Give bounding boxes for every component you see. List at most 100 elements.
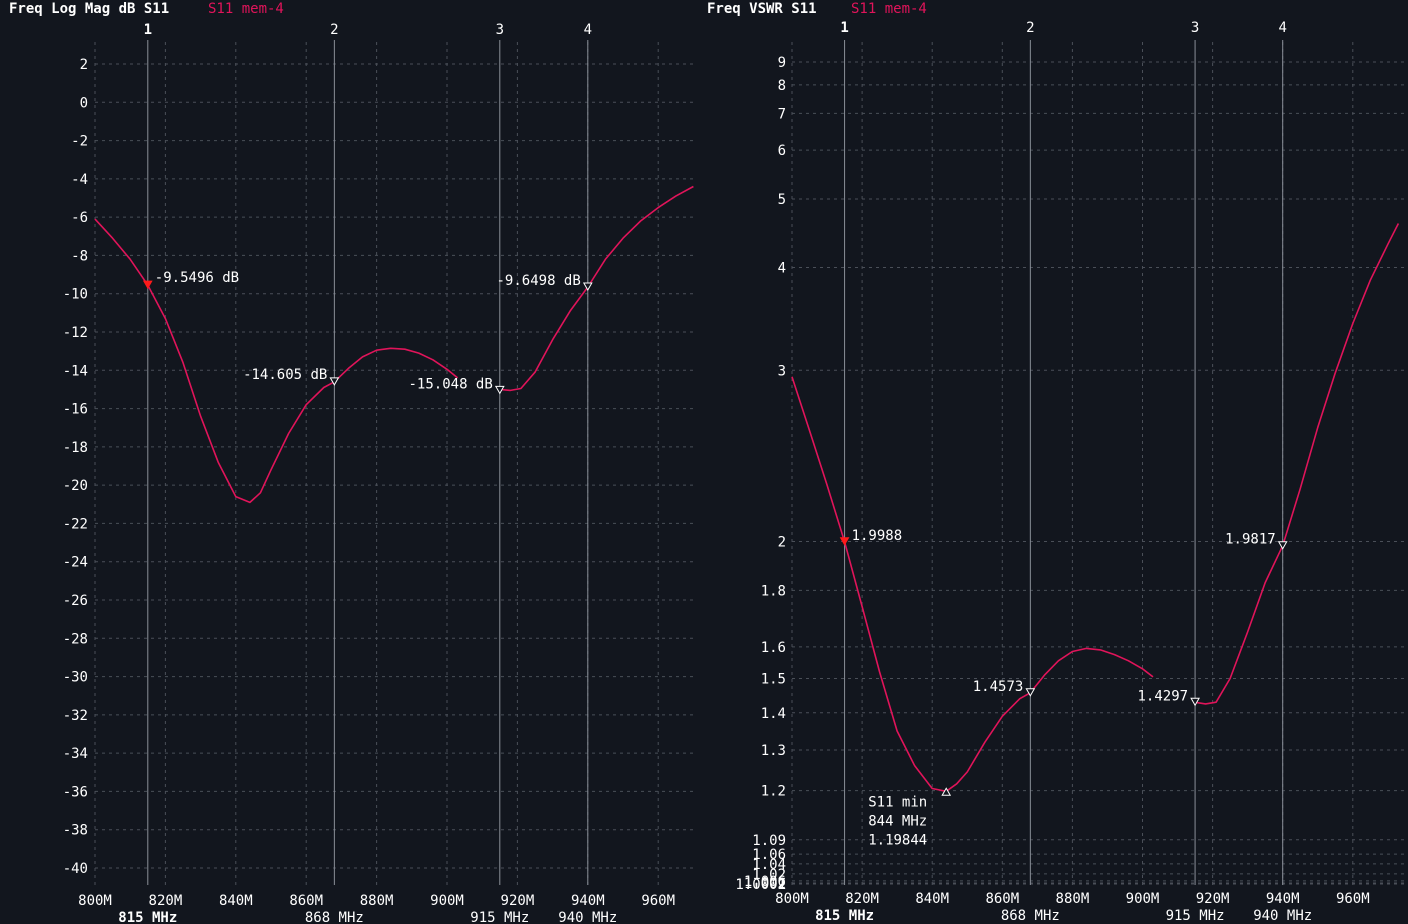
y-tick-label: -10 <box>63 287 88 303</box>
marker-value-label: 1.4573 <box>973 679 1024 695</box>
marker-value-label: -14.605 dB <box>243 367 327 383</box>
y-tick-label: -6 <box>71 210 88 226</box>
marker-number: 2 <box>1026 20 1034 36</box>
x-tick-label: 820M <box>149 893 183 909</box>
trace-line <box>1194 223 1400 705</box>
marker-triangle <box>582 282 593 292</box>
x-tick-label: 960M <box>1336 891 1370 907</box>
y-tick-label: 8 <box>778 78 786 94</box>
y-tick-label: 7 <box>778 106 786 122</box>
y-tick-label: -20 <box>63 478 88 494</box>
x-tick-label: 800M <box>775 891 809 907</box>
x-tick-label: 900M <box>1126 891 1160 907</box>
y-tick-label: -18 <box>63 440 88 456</box>
y-tick-label: -2 <box>71 134 88 150</box>
y-tick-label: -8 <box>71 248 88 264</box>
marker-frequency-label: 915 MHz <box>470 910 529 924</box>
marker-triangle <box>1025 688 1036 697</box>
min-marker-triangle <box>941 787 952 796</box>
y-tick-label: 1.8 <box>761 583 786 599</box>
min-marker-label: S11 min <box>868 794 927 810</box>
x-tick-label: 900M <box>430 893 464 909</box>
y-tick-label: -36 <box>63 784 88 800</box>
y-tick-label: -4 <box>71 172 88 188</box>
panel-title: Freq Log Mag dB S11 <box>9 1 170 17</box>
vswr-panel: 9 8 7 6 5 4 3 2 1.8 1.6 1.5 1.4 1.3 1.2 1.09 1.06 1.04 1.… <box>700 0 1408 924</box>
y-tick-label: 1.02 <box>752 867 786 883</box>
x-tick-label: 840M <box>219 893 253 909</box>
marker-triangle <box>494 385 505 395</box>
trace-label: S11 mem-4 <box>851 1 927 17</box>
x-tick-label: 860M <box>289 893 323 909</box>
x-tick-label: 920M <box>1196 891 1230 907</box>
marker-value-label: -15.048 dB <box>409 376 493 392</box>
marker-value-label: 1.4297 <box>1137 688 1188 704</box>
marker-triangle <box>329 377 340 386</box>
marker-number: 4 <box>1278 20 1286 36</box>
logmag-panel: 2 0 -2 -4 -6 -8 -10 -12 -14 -16 -18 -20 -22 -24 -26 -28… <box>0 0 700 924</box>
y-tick-label: -28 <box>63 631 88 647</box>
marker-triangle-active <box>839 537 850 546</box>
panel-title: Freq VSWR S11 <box>707 1 817 17</box>
y-tick-label: 1 <box>778 877 786 893</box>
marker-number: 1 <box>840 20 848 36</box>
trace-line <box>791 376 1154 793</box>
y-tick-label: -26 <box>63 593 88 609</box>
marker-frequency-label: 815 MHz <box>118 910 177 924</box>
marker-value-label: -9.6498 dB <box>497 273 581 289</box>
y-tick-label: 1.06 <box>752 847 786 863</box>
vswr-chart: 987654321.81.61.51.41.31.21.091.061.041.… <box>735 20 1408 924</box>
marker-frequency-label: 915 MHz <box>1166 908 1225 924</box>
marker-value-label: -9.5496 dB <box>155 270 239 286</box>
y-tick-label: -30 <box>63 670 88 686</box>
y-tick-label: 0 <box>80 95 88 111</box>
y-tick-label: 1.006 <box>744 874 786 890</box>
y-tick-label: 4 <box>778 261 786 277</box>
x-tick-label: 800M <box>78 893 112 909</box>
y-tick-label: 5 <box>778 192 786 208</box>
y-tick-label: -12 <box>63 325 88 341</box>
y-tick-label: 1.04 <box>752 857 786 873</box>
y-tick-label: 9 <box>778 55 786 71</box>
logmag-chart: 2 0 -2 -4 -6 -8 -10 -12 -14 -16 -18 -20 -22 -24 -26 -28… <box>63 22 697 924</box>
y-tick-label: -16 <box>63 402 88 418</box>
y-tick-label: 1.3 <box>761 743 786 759</box>
y-tick-label: 6 <box>778 143 786 159</box>
x-tick-label: 860M <box>985 891 1019 907</box>
marker-frequency-label: 940 MHz <box>1253 908 1312 924</box>
y-tick-label: 1.2 <box>761 784 786 800</box>
x-tick-label: 840M <box>915 891 949 907</box>
y-tick-label: -32 <box>63 708 88 724</box>
marker-value-label: 1.9988 <box>852 528 903 544</box>
y-tick-label: 2 <box>778 535 786 551</box>
marker-number: 2 <box>330 22 338 38</box>
y-tick-label: 1.5 <box>761 672 786 688</box>
marker-value-label: 1.9817 <box>1225 532 1276 548</box>
marker-number: 4 <box>584 22 592 38</box>
x-tick-label: 880M <box>1056 891 1090 907</box>
x-tick-label: 940M <box>1266 891 1300 907</box>
y-tick-label: -14 <box>63 363 88 379</box>
min-marker-label: 844 MHz <box>868 813 927 829</box>
marker-number: 3 <box>496 22 504 38</box>
x-tick-label: 960M <box>641 893 675 909</box>
marker-number: 1 <box>144 22 152 38</box>
marker-frequency-label: 815 MHz <box>815 908 874 924</box>
y-tick-label: 1.09 <box>752 833 786 849</box>
y-tick-label: -24 <box>63 555 88 571</box>
y-tick-label: 3 <box>778 363 786 379</box>
marker-triangle <box>1277 541 1288 550</box>
marker-triangle-active <box>142 280 153 290</box>
y-tick-label: 1.0002 <box>735 877 786 893</box>
x-tick-label: 940M <box>571 893 605 909</box>
marker-frequency-label: 940 MHz <box>558 910 617 924</box>
x-tick-label: 880M <box>360 893 394 909</box>
y-tick-label: 1.002 <box>744 876 786 892</box>
x-tick-label: 920M <box>501 893 535 909</box>
trace-label: S11 mem-4 <box>208 1 284 17</box>
marker-frequency-label: 868 MHz <box>305 910 364 924</box>
y-tick-label: 2 <box>80 57 88 73</box>
y-tick-label: -34 <box>63 746 88 762</box>
marker-frequency-label: 868 MHz <box>1001 908 1060 924</box>
